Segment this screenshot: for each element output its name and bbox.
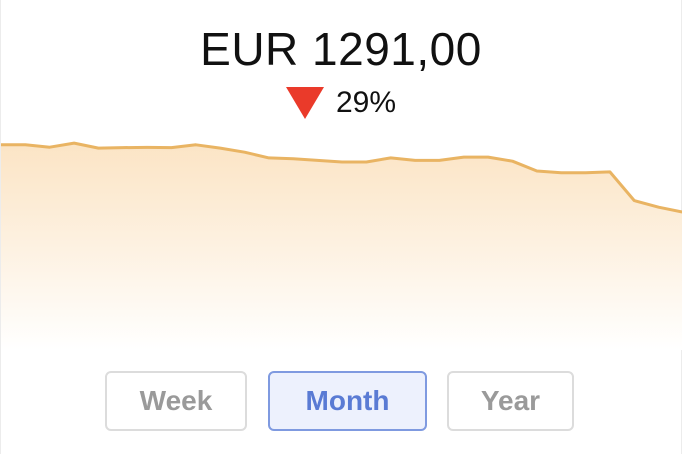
period-month-button[interactable]: Month: [268, 371, 427, 431]
down-triangle-icon: [285, 87, 324, 119]
change-percent: 29%: [335, 86, 397, 119]
period-selector: Week Month Year: [1, 371, 681, 435]
period-week-button[interactable]: Week: [105, 371, 247, 431]
price-area: [1, 143, 682, 350]
price-chart: [1, 141, 682, 350]
price-value: EUR 1291,00: [200, 23, 482, 75]
period-year-button[interactable]: Year: [447, 371, 574, 431]
price-line: [1, 141, 682, 214]
price-change: 29%: [1, 86, 681, 120]
